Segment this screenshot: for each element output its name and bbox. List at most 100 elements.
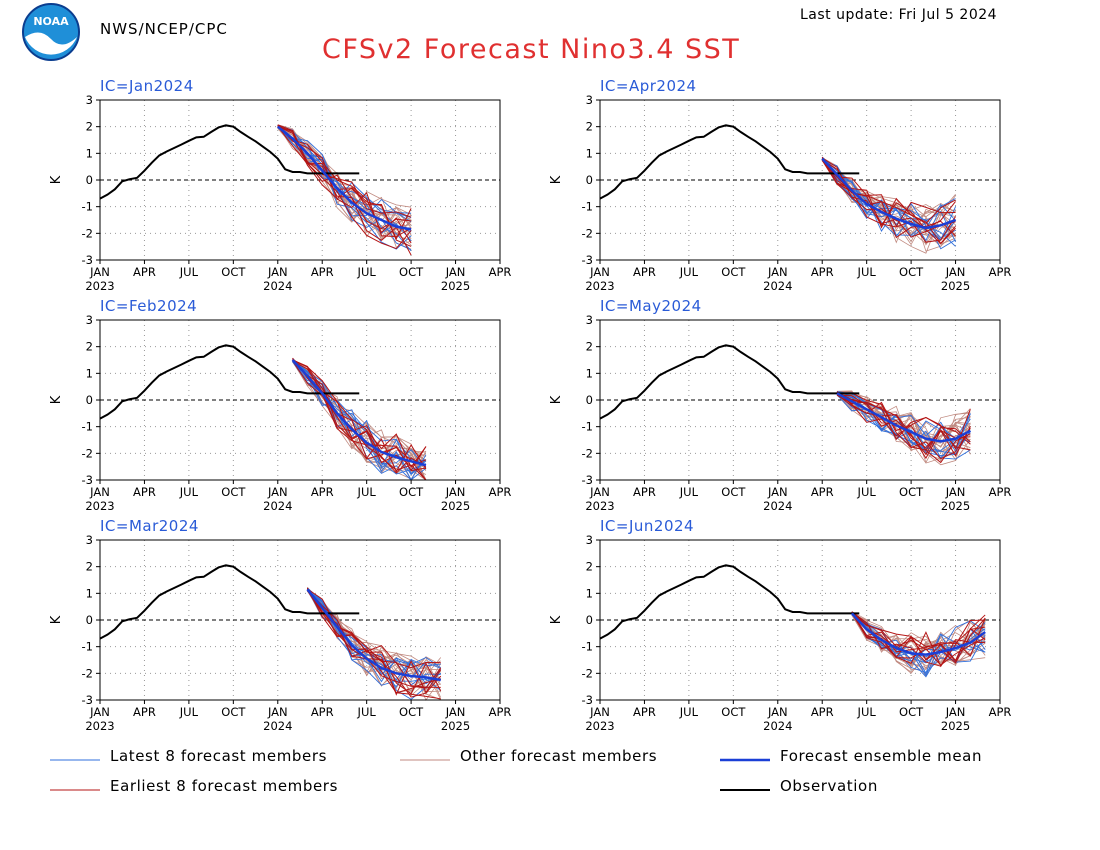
y-tick-label: 0: [586, 613, 593, 627]
legend-label: Latest 8 forecast members: [110, 747, 327, 765]
ensemble-mean-line: [821, 157, 956, 230]
x-tick-label: APR: [811, 265, 834, 279]
x-tick-label: JUL: [679, 705, 699, 719]
y-tick-label: 2: [586, 560, 593, 574]
y-tick-label: 2: [86, 340, 93, 354]
y-tick-label: 2: [586, 120, 593, 134]
x-tick-label: JUL: [357, 485, 377, 499]
x-tick-label: APR: [311, 265, 334, 279]
x-tick-label: JAN: [767, 485, 788, 499]
svg-text:NOAA: NOAA: [33, 15, 69, 28]
y-tick-label: -3: [82, 253, 93, 267]
observation-line: [99, 344, 360, 420]
observation-line: [599, 344, 860, 420]
member-earliest: [851, 613, 986, 661]
x-tick-label: JUL: [179, 485, 199, 499]
member-other: [307, 587, 441, 697]
x-tick-label: APR: [311, 485, 334, 499]
x-tick-label: APR: [133, 485, 156, 499]
y-tick-label: 1: [86, 146, 93, 160]
y-axis-label: K: [49, 615, 64, 624]
x-year-label: 2025: [941, 499, 970, 513]
ensemble-mean-line: [836, 392, 971, 443]
x-tick-label: APR: [133, 705, 156, 719]
x-tick-label: JAN: [589, 265, 610, 279]
y-tick-label: -2: [82, 446, 93, 460]
x-year-label: 2025: [941, 719, 970, 733]
x-tick-label: JUL: [179, 705, 199, 719]
y-tick-label: 3: [86, 313, 93, 327]
x-tick-label: APR: [633, 705, 656, 719]
legend-item-latest: Latest 8 forecast members: [50, 747, 327, 765]
member-latest: [307, 589, 442, 691]
y-tick-label: -2: [582, 446, 593, 460]
x-tick-label: OCT: [721, 265, 746, 279]
y-tick-label: -3: [582, 253, 593, 267]
observation-line: [599, 564, 860, 640]
ensemble-mean-line: [291, 359, 427, 467]
y-axis-label: K: [49, 175, 64, 184]
x-tick-label: OCT: [221, 485, 246, 499]
x-tick-label: APR: [811, 485, 834, 499]
x-tick-label: APR: [989, 265, 1012, 279]
x-tick-label: JAN: [767, 265, 788, 279]
x-tick-label: JUL: [679, 485, 699, 499]
x-tick-label: JAN: [89, 705, 110, 719]
legend-item-obs: Observation: [720, 777, 877, 795]
x-year-label: 2023: [585, 279, 614, 293]
y-tick-label: -1: [82, 200, 93, 214]
x-tick-label: JUL: [857, 705, 877, 719]
x-tick-label: JUL: [679, 265, 699, 279]
x-tick-label: APR: [633, 265, 656, 279]
observation-line: [99, 124, 360, 200]
member-other: [277, 125, 412, 238]
y-tick-label: 1: [586, 586, 593, 600]
x-year-label: 2024: [763, 499, 792, 513]
x-tick-label: OCT: [899, 705, 924, 719]
x-tick-label: OCT: [721, 485, 746, 499]
x-tick-label: OCT: [399, 485, 424, 499]
y-tick-label: 2: [86, 560, 93, 574]
x-tick-label: APR: [311, 705, 334, 719]
x-tick-label: APR: [489, 265, 512, 279]
legend-label: Earliest 8 forecast members: [110, 777, 338, 795]
member-earliest: [836, 394, 971, 451]
page-title: CFSv2 Forecast Nino3.4 SST: [322, 34, 741, 65]
legend-item-mean: Forecast ensemble mean: [720, 747, 982, 765]
legend-label: Other forecast members: [460, 747, 657, 765]
member-earliest: [821, 158, 956, 229]
legend-label: Forecast ensemble mean: [780, 747, 982, 765]
y-axis-label: K: [49, 395, 64, 404]
member-earliest: [306, 590, 441, 700]
x-tick-label: JAN: [589, 705, 610, 719]
y-tick-label: -1: [582, 200, 593, 214]
x-tick-label: OCT: [399, 705, 424, 719]
x-tick-label: JAN: [445, 265, 466, 279]
y-tick-label: -3: [82, 693, 93, 707]
x-tick-label: OCT: [221, 705, 246, 719]
panel-label: IC=Feb2024: [100, 297, 197, 315]
y-tick-label: 0: [586, 173, 593, 187]
y-tick-label: 3: [586, 313, 593, 327]
y-tick-label: -3: [582, 473, 593, 487]
panel-label: IC=Mar2024: [100, 517, 199, 535]
x-year-label: 2025: [441, 719, 470, 733]
y-tick-label: 3: [86, 533, 93, 547]
x-year-label: 2024: [763, 719, 792, 733]
member-earliest: [307, 588, 441, 669]
x-tick-label: JAN: [945, 265, 966, 279]
x-tick-label: JAN: [267, 265, 288, 279]
y-tick-label: -2: [582, 226, 593, 240]
x-tick-label: JUL: [357, 265, 377, 279]
x-tick-label: JUL: [357, 705, 377, 719]
y-tick-label: -3: [582, 693, 593, 707]
member-latest: [851, 614, 986, 664]
member-latest: [821, 156, 956, 247]
x-tick-label: APR: [811, 705, 834, 719]
